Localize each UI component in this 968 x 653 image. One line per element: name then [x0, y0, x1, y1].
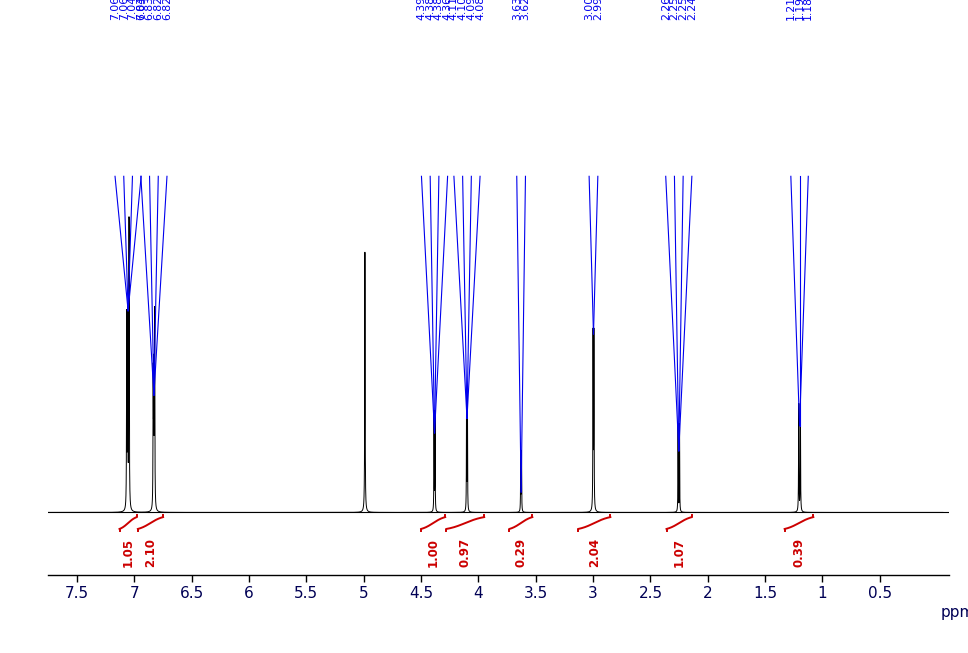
Text: 0.39: 0.39: [793, 538, 805, 567]
Text: 3.621: 3.621: [521, 0, 530, 20]
Text: 1.199: 1.199: [795, 0, 804, 20]
Text: 2.990: 2.990: [592, 0, 603, 20]
Text: 4.113: 4.113: [449, 0, 459, 20]
Text: 4.367: 4.367: [442, 0, 453, 20]
Text: 7.066: 7.066: [110, 0, 120, 20]
Text: 4.398: 4.398: [416, 0, 427, 20]
Text: 1.07: 1.07: [673, 538, 685, 567]
Text: 1.05: 1.05: [122, 538, 135, 567]
Text: ppm: ppm: [941, 605, 968, 620]
Text: 4.088: 4.088: [475, 0, 485, 20]
Text: 0.97: 0.97: [459, 538, 471, 567]
Text: 7.045: 7.045: [136, 0, 146, 20]
Text: 4.381: 4.381: [434, 0, 444, 20]
Text: 7.049: 7.049: [128, 0, 137, 20]
Text: 2.241: 2.241: [687, 0, 697, 20]
Text: 2.250: 2.250: [679, 0, 688, 20]
Text: 2.257: 2.257: [670, 0, 680, 20]
Text: 3.635: 3.635: [512, 0, 522, 20]
Text: 2.04: 2.04: [588, 538, 601, 567]
Text: 6.837: 6.837: [136, 0, 146, 20]
Text: 4.104: 4.104: [458, 0, 468, 20]
Text: 1.185: 1.185: [803, 0, 813, 20]
Text: 6.821: 6.821: [162, 0, 172, 20]
Text: 2.266: 2.266: [661, 0, 671, 20]
Text: 4.384: 4.384: [425, 0, 436, 20]
Text: 1.214: 1.214: [786, 0, 796, 20]
Text: 6.827: 6.827: [153, 0, 164, 20]
Text: 3.005: 3.005: [584, 0, 594, 20]
Text: 6.831: 6.831: [144, 0, 155, 20]
Text: 2.10: 2.10: [144, 538, 157, 567]
Text: 1.00: 1.00: [427, 538, 439, 567]
Text: 0.29: 0.29: [514, 538, 528, 567]
Text: 7.061: 7.061: [119, 0, 129, 20]
Text: 4.098: 4.098: [467, 0, 476, 20]
